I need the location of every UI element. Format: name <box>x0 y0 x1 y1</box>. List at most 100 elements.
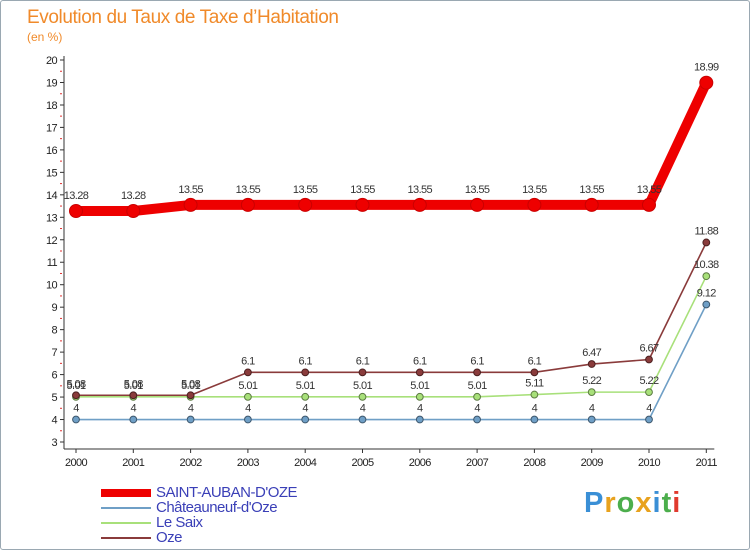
data-label: 4 <box>245 403 251 415</box>
y-tick-label: 9 <box>51 302 57 314</box>
x-tick-label: 2000 <box>65 457 88 469</box>
y-tick-label: 6 <box>51 370 57 382</box>
chart-title: Evolution du Taux de Taxe d’Habitation <box>27 7 339 28</box>
logo-letter: o <box>616 487 636 519</box>
data-point <box>301 415 310 424</box>
data-label: 5.01 <box>66 380 85 392</box>
y-tick-label: 16 <box>46 145 58 157</box>
data-label: 4 <box>589 403 595 415</box>
logo-letter: i <box>672 487 682 519</box>
data-label: 4 <box>131 403 137 415</box>
data-point <box>584 197 599 212</box>
data-label: 5.08 <box>181 378 200 390</box>
data-point <box>69 204 83 219</box>
data-label: 13.55 <box>408 184 433 196</box>
chart-unit-label: (en %) <box>27 30 63 44</box>
data-label: 9.12 <box>697 287 716 299</box>
data-label: 5.11 <box>525 378 544 390</box>
data-point <box>645 415 653 424</box>
y-tick-label: 3 <box>51 437 57 449</box>
data-label: 5.22 <box>582 375 601 387</box>
data-label: 13.55 <box>579 184 604 196</box>
data-label: 6.1 <box>298 355 312 367</box>
x-tick-label: 2011 <box>696 457 718 469</box>
series-line <box>75 303 708 421</box>
y-tick-label: 18 <box>46 100 58 112</box>
data-point <box>244 415 252 424</box>
legend-item: Châteauneuf-d'Oze <box>101 500 461 515</box>
data-label: 5.01 <box>238 380 257 392</box>
legend-swatch <box>101 506 151 509</box>
logo-letter: x <box>635 487 653 519</box>
data-point <box>645 355 653 364</box>
data-point <box>473 368 482 377</box>
x-tick-label: 2002 <box>180 457 203 469</box>
y-tick-label: 8 <box>51 325 57 337</box>
series-line <box>71 77 712 217</box>
data-label: 6.1 <box>528 355 542 367</box>
legend-item: Le Saix <box>101 515 461 530</box>
data-point <box>72 391 80 400</box>
data-point <box>527 197 542 212</box>
y-tick-label: 5 <box>51 392 57 404</box>
data-point <box>470 197 485 212</box>
data-label: 4 <box>73 403 79 415</box>
data-point <box>358 415 367 424</box>
y-tick-label: 7 <box>51 347 57 359</box>
data-point <box>129 415 138 424</box>
data-label: 6.1 <box>241 355 255 367</box>
data-point <box>473 392 482 401</box>
y-tick-label: 14 <box>46 190 58 202</box>
data-label: 5.01 <box>468 380 487 392</box>
data-point <box>702 272 711 281</box>
legend-label: Châteauneuf-d'Oze <box>156 499 278 516</box>
y-tick-label: 15 <box>46 167 58 179</box>
data-point <box>587 388 596 397</box>
data-label: 5.01 <box>410 380 429 392</box>
y-tick-label: 19 <box>46 77 58 89</box>
data-point <box>244 368 252 377</box>
data-point <box>358 368 367 377</box>
data-label: 4 <box>360 403 366 415</box>
legend-label: Le Saix <box>156 514 203 531</box>
data-point <box>642 197 656 212</box>
data-point <box>587 415 596 424</box>
data-point <box>699 75 714 90</box>
data-label: 5.08 <box>66 378 85 390</box>
data-point <box>183 197 198 212</box>
data-label: 13.28 <box>121 190 146 202</box>
x-tick-label: 2009 <box>581 457 604 469</box>
legend-swatch <box>101 488 151 497</box>
data-point <box>530 368 539 377</box>
data-point <box>415 415 424 424</box>
x-tick-label: 2010 <box>638 457 661 469</box>
logo-letter: t <box>661 487 673 519</box>
y-tick-label: 13 <box>46 212 58 224</box>
data-label: 13.55 <box>350 184 375 196</box>
data-label: 4 <box>302 403 308 415</box>
logo-letter: P <box>584 487 605 519</box>
data-label: 18.99 <box>694 62 719 74</box>
data-point <box>702 238 711 247</box>
data-point <box>355 197 370 212</box>
data-label: 13.55 <box>236 184 261 196</box>
x-tick-label: 2006 <box>409 457 432 469</box>
data-label: 5.22 <box>639 375 658 387</box>
legend-item: SAINT-AUBAN-D'OZE <box>101 485 461 500</box>
data-point <box>415 368 424 377</box>
data-point <box>301 368 310 377</box>
x-tick-label: 2005 <box>351 457 374 469</box>
y-tick-label: 20 <box>46 55 58 67</box>
data-point <box>702 300 711 309</box>
series-line <box>75 241 708 397</box>
data-point <box>358 392 367 401</box>
data-label: 13.55 <box>465 184 490 196</box>
chart-legend: SAINT-AUBAN-D'OZE Châteauneuf-d'Oze Le Sai… <box>101 485 461 545</box>
data-label: 6.67 <box>639 343 658 355</box>
data-point <box>473 415 482 424</box>
legend-label: SAINT-AUBAN-D'OZE <box>156 484 298 501</box>
data-label: 6.1 <box>356 355 370 367</box>
data-label: 6.47 <box>582 347 601 359</box>
